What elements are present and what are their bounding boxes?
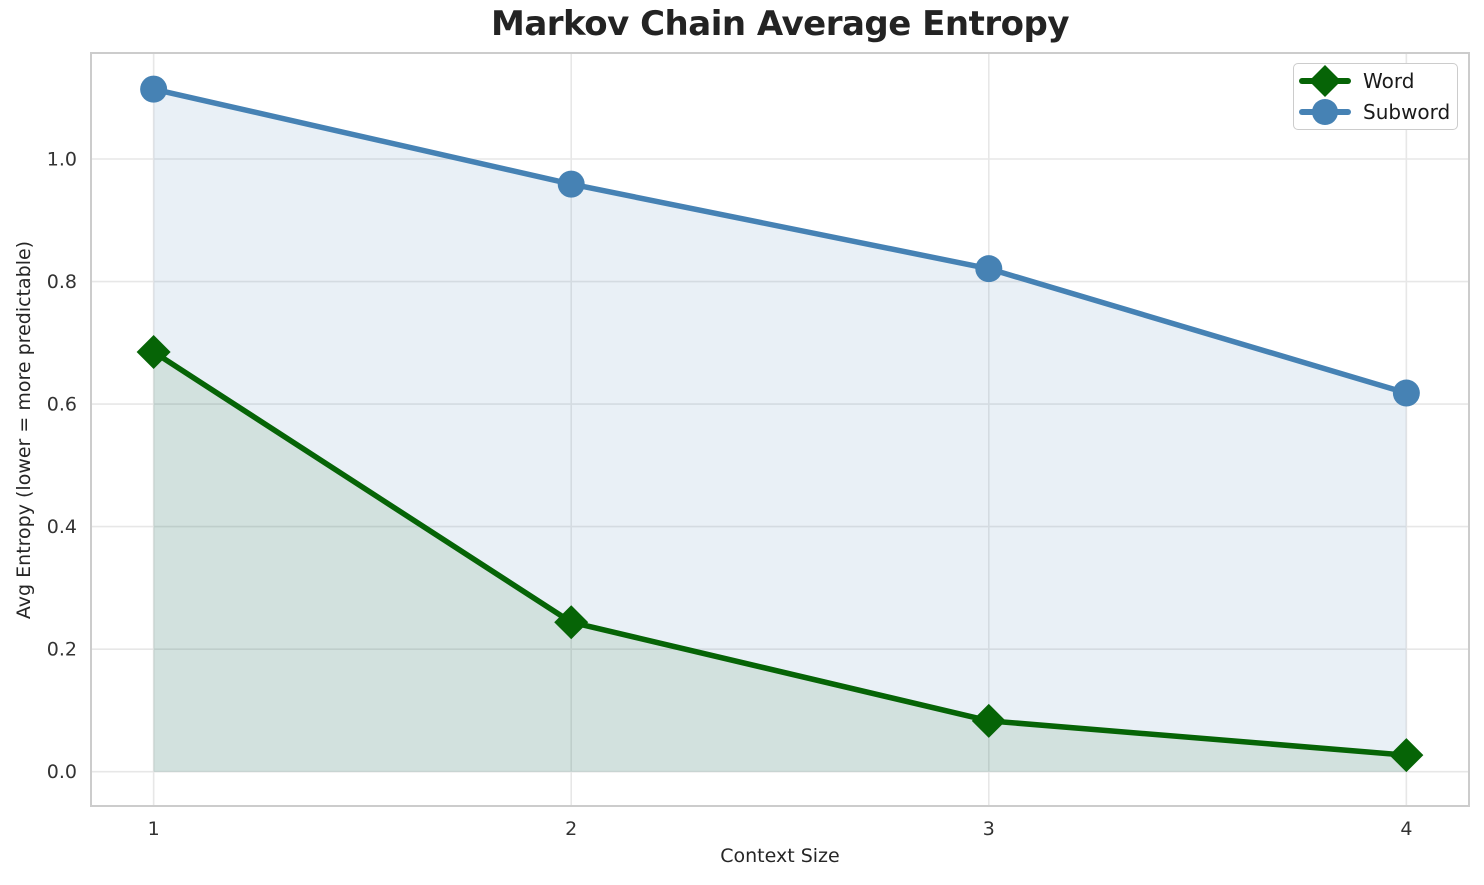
word-marker: [136, 334, 171, 369]
x-tick-label: 3: [983, 818, 995, 840]
legend-circle: [1312, 98, 1338, 125]
subword-marker: [557, 170, 585, 198]
legend-label-word: Word: [1363, 69, 1415, 94]
word-diamond-marker-icon: [1299, 65, 1351, 98]
x-tick-label: 4: [1400, 818, 1412, 840]
subword-marker: [975, 255, 1003, 283]
y-axis-label: Avg Entropy (lower = more predictable): [13, 240, 35, 620]
subword-marker: [1392, 379, 1420, 407]
x-axis-label: Context Size: [720, 845, 840, 867]
y-tick-label: 0.0: [47, 761, 77, 783]
word-area-fill: [153, 351, 1407, 772]
word-marker: [1389, 738, 1424, 773]
y-tick-label: 0.8: [47, 271, 77, 293]
legend-item-subword: Subword: [1299, 97, 1451, 127]
legend-label-subword: Subword: [1363, 99, 1451, 124]
word-marker: [554, 605, 589, 640]
word-line: [150, 349, 1410, 758]
subword-marker: [140, 75, 168, 103]
subword-area-fill: [153, 89, 1407, 772]
y-tick-label: 0.4: [47, 516, 77, 538]
legend-item-word: Word: [1299, 65, 1451, 98]
x-tick-label: 1: [148, 818, 160, 840]
legend-diamond: [1309, 65, 1341, 98]
subword-circle-marker-icon: [1299, 98, 1351, 125]
legend: Word Subword: [1293, 63, 1458, 130]
y-tick-label: 0.6: [47, 394, 77, 416]
word-marker: [971, 703, 1006, 738]
chart-title: Markov Chain Average Entropy: [491, 4, 1069, 44]
y-tick-label: 1.0: [47, 148, 77, 170]
plot-border: [90, 52, 1470, 807]
y-tick-label: 0.2: [47, 639, 77, 661]
x-tick-label: 2: [565, 818, 577, 840]
subword-line: [150, 86, 1410, 396]
